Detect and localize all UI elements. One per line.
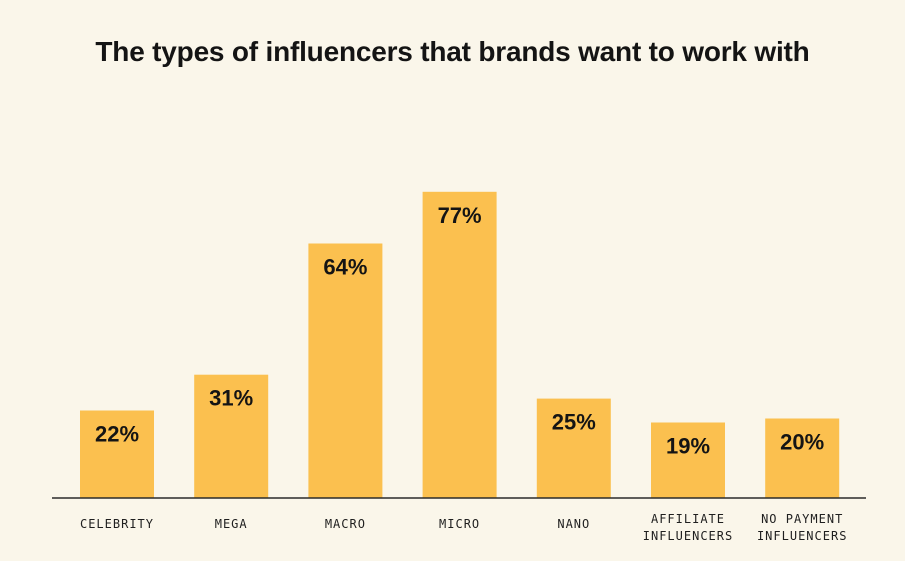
bar-value-label: 25% (552, 410, 596, 435)
bar-1 (194, 374, 269, 498)
bar-value-label: 20% (780, 430, 824, 455)
bar-value-label: 31% (209, 386, 253, 411)
category-label: MEGA (215, 517, 248, 531)
bar-value-label: 19% (666, 434, 710, 459)
category-label: NO PAYMENT INFLUENCERS (757, 512, 847, 543)
bar-value-label: 22% (95, 422, 139, 447)
category-label: NANO (557, 517, 590, 531)
bar-6 (765, 418, 840, 498)
category-label: MICRO (439, 517, 480, 531)
bar-value-label: 77% (438, 203, 482, 228)
category-label: AFFILIATE INFLUENCERS (643, 512, 733, 543)
bar-4 (536, 398, 611, 498)
category-label: CELEBRITY (80, 517, 154, 531)
bar-3 (422, 191, 497, 499)
bar-5 (651, 422, 725, 498)
chart-title: The types of influencers that brands wan… (95, 36, 810, 67)
bar-2 (308, 243, 383, 498)
bar-value-label: 64% (323, 255, 367, 280)
bar-0 (80, 410, 154, 498)
category-label: MACRO (325, 517, 366, 531)
